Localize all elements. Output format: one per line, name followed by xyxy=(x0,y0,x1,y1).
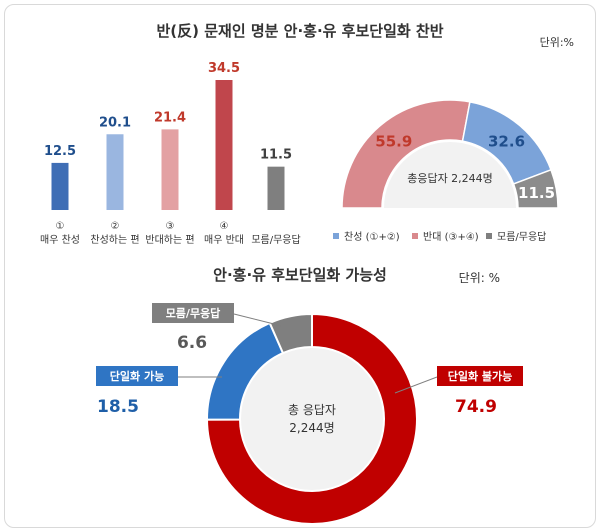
legend-swatch xyxy=(412,233,418,239)
bar-chart-title: 반(反) 문재인 명분 안·홍·유 후보단일화 찬반 xyxy=(156,22,443,40)
bar-value-label: 34.5 xyxy=(208,61,240,76)
donut-slice xyxy=(205,312,418,525)
semi-donut-slice xyxy=(512,168,559,209)
semi-donut-value-label: 32.6 xyxy=(488,133,525,151)
top-unit-label: 단위:% xyxy=(540,36,574,49)
semi-donut-center-text: 총응답자 2,244명 xyxy=(407,172,493,185)
donut-center xyxy=(241,348,383,490)
bar-value-label: 11.5 xyxy=(260,148,292,163)
bar xyxy=(215,80,233,210)
category-number: ① xyxy=(56,221,65,232)
category-label: 찬성하는 편 xyxy=(90,233,139,246)
donut-center-line-1: 총 응답자 xyxy=(288,403,336,417)
callout-category-label: 모름/무응답 xyxy=(166,306,221,320)
callout-box xyxy=(96,366,178,386)
callout-leader-line xyxy=(233,313,283,327)
callout-value-label: 18.5 xyxy=(97,397,139,417)
callout-category-label: 단일화 가능 xyxy=(110,369,164,383)
legend-label: 모름/무응답 xyxy=(497,231,546,243)
category-label: 매우 찬성 xyxy=(40,234,80,246)
semi-donut-value-label: 11.5 xyxy=(518,184,555,202)
semi-donut-legend: 찬성 (①+②) 반대 (③+④) 모름/무응답 xyxy=(333,231,546,243)
callout-value-label: 6.6 xyxy=(177,333,207,353)
legend-label: 찬성 (①+②) xyxy=(344,231,400,243)
category-label: 반대하는 편 xyxy=(145,233,194,246)
category-label: 모름/무응답 xyxy=(251,234,300,246)
donut-chart-title: 안·홍·유 후보단일화 가능성 xyxy=(213,266,387,284)
donut-chart: 총 응답자 2,244명 단일화 불가능 74.9 단일화 가능 18.5 모름/무응답 6.… xyxy=(96,303,523,525)
semi-donut-value-label: 55.9 xyxy=(375,132,412,150)
callout-box xyxy=(152,303,234,323)
category-label: 매우 반대 xyxy=(204,234,244,246)
callout-leader-line xyxy=(394,376,438,394)
bar-value-label: 20.1 xyxy=(99,115,131,130)
callout-value-label: 74.9 xyxy=(455,397,497,417)
semi-donut-center xyxy=(384,142,516,208)
bar-value-label: 21.4 xyxy=(154,110,186,125)
category-number: ④ xyxy=(220,221,229,232)
donut-slice xyxy=(268,312,313,355)
bar xyxy=(106,134,124,210)
semi-donut-chart: 55.9 32.6 11.5 총응답자 2,244명 xyxy=(341,99,559,209)
callout-box xyxy=(437,366,523,386)
legend-swatch xyxy=(486,233,492,239)
bar xyxy=(267,166,285,210)
legend-label: 반대 (③+④) xyxy=(423,231,479,243)
donut-center-line-2: 2,244명 xyxy=(289,421,334,435)
bar xyxy=(161,129,179,210)
bar-value-label: 12.5 xyxy=(44,144,76,159)
category-number: ② xyxy=(111,221,120,232)
category-number: ③ xyxy=(166,221,175,232)
bottom-unit-label: 단위: % xyxy=(459,271,500,285)
bar xyxy=(51,162,69,210)
legend-swatch xyxy=(333,233,339,239)
callout-category-label: 단일화 불가능 xyxy=(448,369,513,383)
